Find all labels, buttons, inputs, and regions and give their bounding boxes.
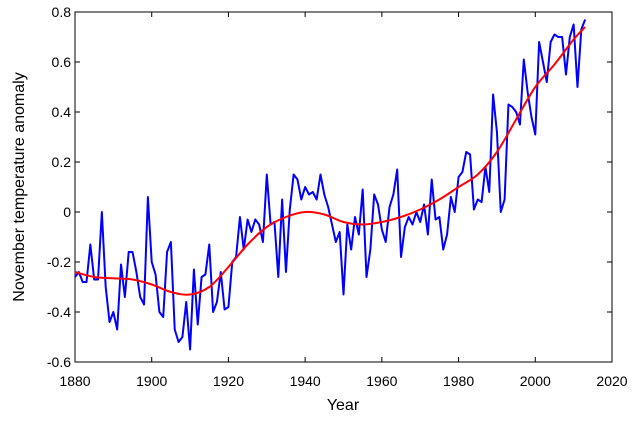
plot-frame (74, 11, 613, 363)
x-tick-label: 1880 (59, 373, 90, 389)
x-tick-label: 1940 (290, 373, 321, 389)
y-tick-label: 0.6 (52, 54, 72, 70)
y-tick-label: -0.4 (47, 304, 71, 320)
y-tick-label: -0.6 (47, 354, 71, 370)
data-line (74, 19, 587, 351)
x-axis-label: Year (327, 397, 360, 414)
x-tick-label: 1920 (213, 373, 244, 389)
y-tick-label: 0.2 (52, 154, 72, 170)
x-tick-label: 1900 (136, 373, 167, 389)
y-tick-label: -0.2 (47, 254, 71, 270)
data-line (74, 26, 586, 296)
y-tick-label: 0.4 (52, 104, 72, 120)
y-tick-label: 0.8 (52, 4, 72, 20)
x-tick-label: 1960 (366, 373, 397, 389)
x-tick-label: 2000 (520, 373, 551, 389)
x-tick-label: 2020 (596, 373, 627, 389)
x-tick-label: 1980 (443, 373, 474, 389)
y-axis-label: November temperature anomaly (11, 72, 28, 301)
y-tick-label: 0 (63, 204, 71, 220)
